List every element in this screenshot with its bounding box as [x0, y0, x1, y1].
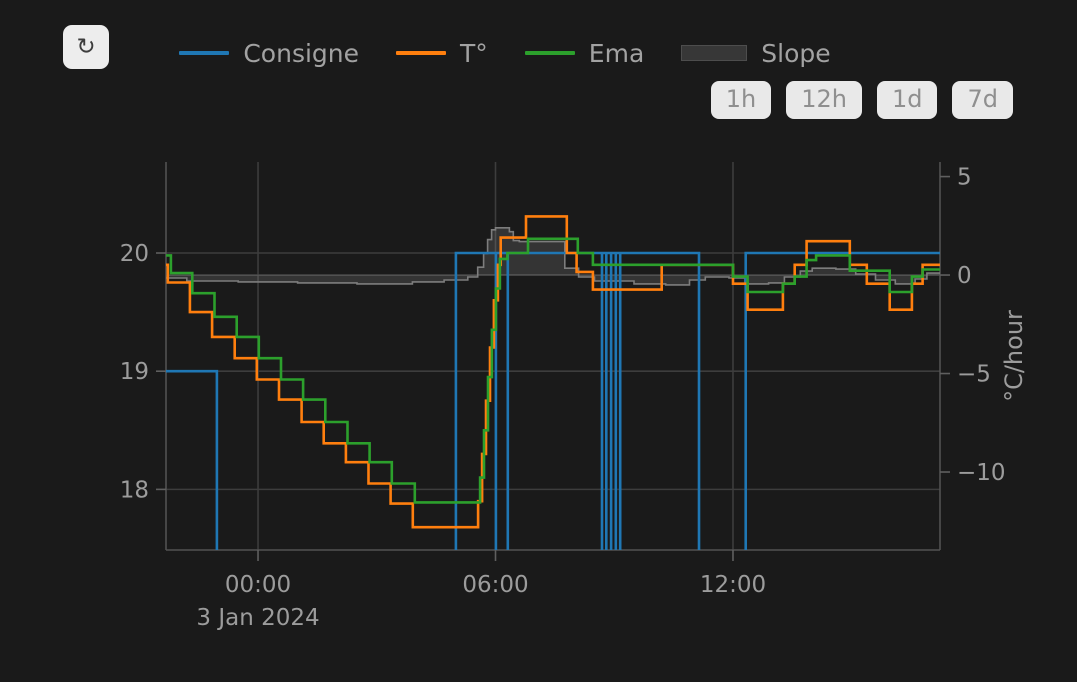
y-right-tick-label: 0 — [957, 263, 972, 289]
legend-label: Consigne — [243, 38, 360, 68]
legend-label: T° — [460, 38, 488, 68]
legend-item-temperature[interactable]: T° — [396, 39, 488, 68]
chart-legend: Consigne T° Ema Slope — [120, 36, 890, 70]
range-button-7d[interactable]: 7d — [952, 81, 1013, 119]
plot-area — [166, 215, 940, 550]
legend-item-slope[interactable]: Slope — [681, 38, 831, 68]
x-tick-label: 06:00 — [462, 572, 528, 598]
y-right-axis-title: °C/hour — [1000, 310, 1028, 402]
ema-series-line — [166, 237, 940, 504]
slope-area-fill — [166, 227, 940, 285]
y-left-tick-label: 20 — [120, 241, 149, 267]
slope-area-swatch — [681, 45, 748, 61]
slope-series-line — [166, 227, 940, 286]
consigne-series-line — [166, 251, 940, 550]
y-left-tick-label: 19 — [120, 359, 149, 385]
refresh-icon: ↻ — [76, 33, 96, 60]
legend-label: Ema — [588, 38, 645, 68]
temperature-line-swatch — [396, 51, 447, 55]
range-button-1h[interactable]: 1h — [710, 81, 772, 119]
refresh-button[interactable]: ↻ — [63, 25, 109, 69]
consigne-line-swatch — [179, 51, 230, 55]
ema-line-swatch — [524, 51, 575, 55]
y-right-tick-label: −10 — [957, 460, 1006, 486]
y-left-tick-label: 18 — [120, 477, 149, 503]
y-right-tick-label: 5 — [957, 165, 972, 191]
x-tick-label: 00:00 — [225, 572, 291, 598]
time-range-buttons: 1h 12h 1d 7d — [710, 81, 1013, 119]
legend-item-consigne[interactable]: Consigne — [179, 39, 359, 68]
range-button-1d[interactable]: 1d — [876, 81, 938, 119]
x-tick-label: 12:00 — [700, 572, 766, 598]
y-right-tick-label: −5 — [957, 362, 991, 388]
legend-label: Slope — [761, 38, 831, 68]
x-axis-date-label: 3 Jan 2024 — [196, 605, 319, 631]
legend-item-ema[interactable]: Ema — [524, 38, 645, 68]
range-button-12h[interactable]: 12h — [786, 81, 862, 119]
